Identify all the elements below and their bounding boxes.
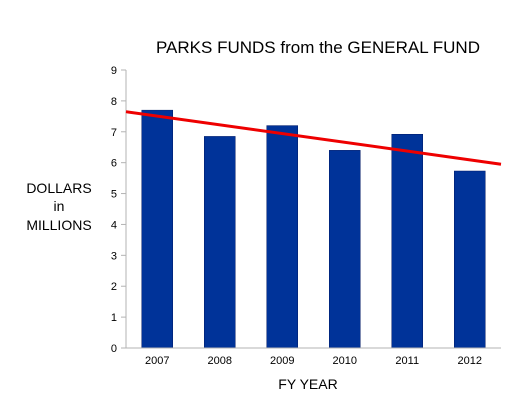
x-tick-label-2011: 2011	[395, 355, 419, 367]
bar-2007	[141, 109, 173, 349]
x-tick-label-2010: 2010	[333, 355, 357, 367]
y-tick-label: 5	[111, 189, 117, 201]
y-tick-label: 9	[111, 65, 117, 77]
y-tick-label: 3	[111, 250, 117, 262]
x-tick-label-2008: 2008	[208, 355, 232, 367]
bar-2012	[454, 170, 486, 349]
bar-2010	[329, 150, 361, 349]
bar-2008	[204, 136, 236, 349]
x-tick-label-2009: 2009	[270, 355, 294, 367]
y-axis-title-line-2: in	[54, 198, 65, 214]
trend-line	[125, 110, 502, 166]
bar-2011	[391, 133, 423, 349]
x-tick-label-2007: 2007	[145, 355, 169, 367]
y-tick-label: 4	[111, 219, 117, 231]
y-axis-title-line-3: MILLIONS	[26, 217, 91, 233]
y-axis-tick-labels: 0 1 2 3 4 5 6 7 8 9	[111, 65, 117, 355]
x-axis-tick-labels: 2007 2008 2009 2010 2011 2012	[145, 355, 482, 367]
y-tick-label: 8	[111, 96, 117, 108]
y-axis-ticks	[121, 69, 126, 349]
y-tick-label: 7	[111, 127, 117, 139]
y-tick-label: 1	[111, 312, 117, 324]
bars	[141, 109, 486, 349]
bar-2009	[266, 125, 298, 349]
y-tick-label: 6	[111, 158, 117, 170]
y-axis-title-line-1: DOLLARS	[26, 180, 91, 196]
y-tick-label: 0	[111, 343, 117, 355]
chart-title: PARKS FUNDS from the GENERAL FUND	[156, 38, 480, 57]
x-axis-title: FY YEAR	[278, 376, 337, 392]
y-tick-label: 2	[111, 281, 117, 293]
x-tick-label-2012: 2012	[458, 355, 482, 367]
y-axis-title: DOLLARS in MILLIONS	[26, 180, 91, 233]
